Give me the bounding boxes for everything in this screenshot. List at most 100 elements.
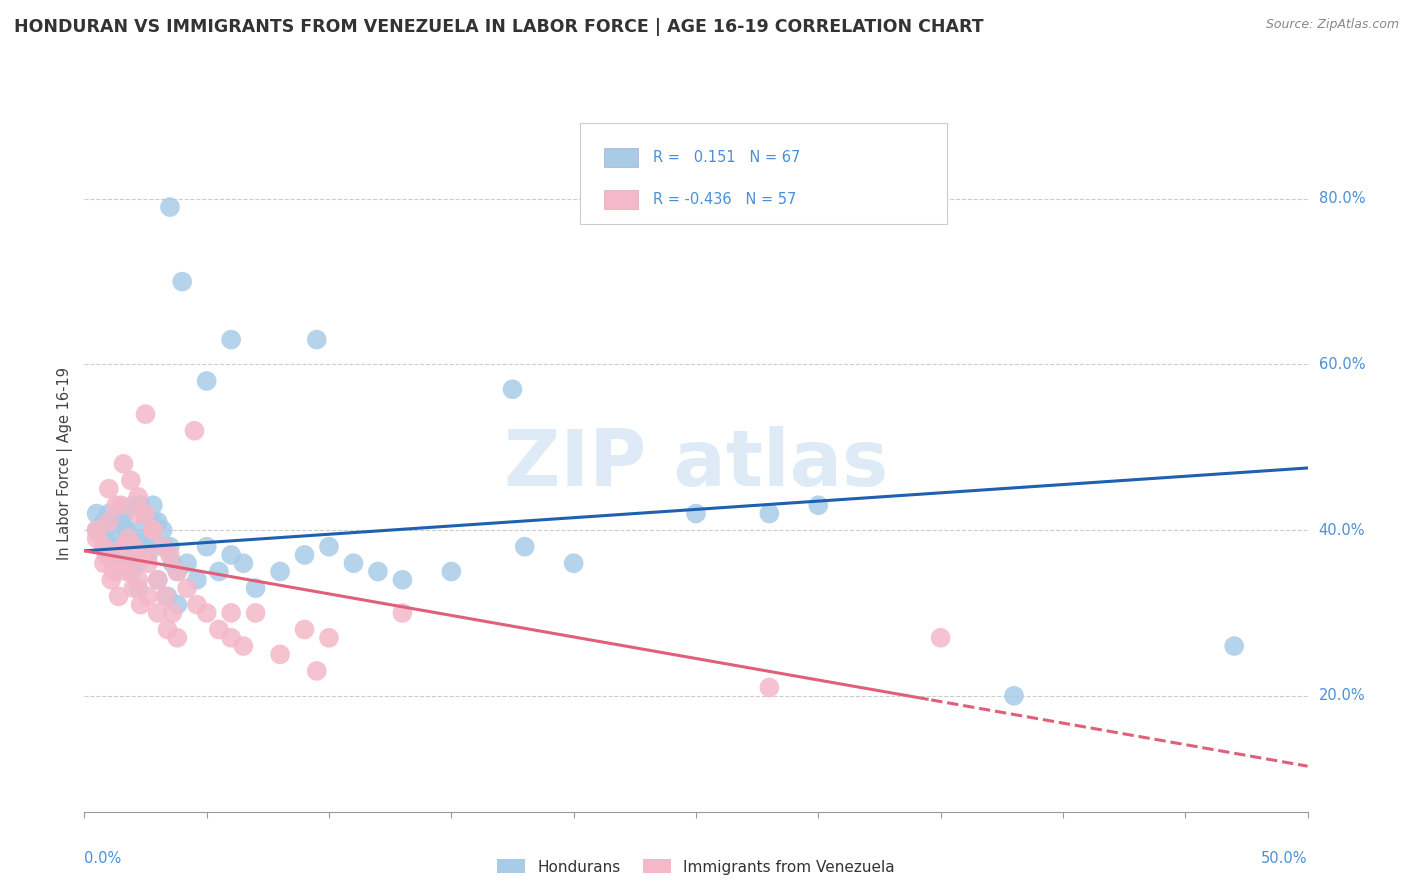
Point (135, 507, 157, 521)
Point (103, 540, 125, 554)
Point (97, 507, 120, 521)
Text: 20.0%: 20.0% (1319, 689, 1365, 703)
Point (195, 606, 218, 620)
Point (219, 333, 242, 347)
Point (195, 540, 218, 554)
Point (135, 548, 157, 562)
Point (142, 515, 165, 529)
Point (294, 623, 316, 637)
Point (120, 565, 142, 579)
Point (501, 382, 523, 396)
Point (142, 523, 165, 537)
Point (183, 424, 205, 438)
Point (294, 548, 316, 562)
Point (120, 532, 142, 546)
Point (97, 482, 120, 496)
Point (152, 540, 174, 554)
Bar (605, 148, 638, 168)
Point (129, 598, 152, 612)
Point (166, 565, 188, 579)
Point (758, 681, 780, 695)
Point (86, 523, 108, 537)
Point (195, 374, 218, 388)
Point (513, 540, 536, 554)
Point (120, 556, 142, 570)
Point (156, 590, 179, 604)
Point (758, 507, 780, 521)
Point (127, 490, 149, 504)
Point (136, 590, 159, 604)
Point (135, 515, 157, 529)
Point (115, 565, 138, 579)
Point (122, 581, 145, 595)
FancyBboxPatch shape (579, 123, 946, 224)
Point (96, 548, 118, 562)
Point (685, 507, 707, 521)
Y-axis label: In Labor Force | Age 16-19: In Labor Force | Age 16-19 (58, 368, 73, 560)
Point (146, 515, 169, 529)
Point (146, 573, 169, 587)
Point (86, 523, 108, 537)
Point (391, 606, 413, 620)
Text: ZIP atlas: ZIP atlas (503, 425, 889, 502)
Text: R =   0.151   N = 67: R = 0.151 N = 67 (654, 150, 800, 165)
Point (1002, 689, 1025, 703)
Text: 50.0%: 50.0% (1261, 851, 1308, 865)
Point (97, 548, 120, 562)
Point (110, 498, 132, 512)
Point (107, 556, 129, 570)
Point (142, 498, 165, 512)
Point (135, 407, 157, 421)
Point (127, 532, 149, 546)
Point (86, 507, 108, 521)
Point (110, 515, 132, 529)
Text: 60.0%: 60.0% (1319, 357, 1365, 372)
Point (208, 565, 231, 579)
Point (127, 556, 149, 570)
Text: 80.0%: 80.0% (1319, 191, 1365, 206)
Point (342, 556, 364, 570)
Text: 0.0%: 0.0% (84, 851, 121, 865)
Point (162, 606, 184, 620)
Point (367, 565, 389, 579)
Point (159, 548, 181, 562)
Text: R = -0.436   N = 57: R = -0.436 N = 57 (654, 192, 797, 207)
Point (318, 631, 340, 645)
Point (186, 573, 208, 587)
Point (166, 598, 188, 612)
Point (100, 573, 122, 587)
Point (146, 606, 169, 620)
Point (153, 540, 176, 554)
Point (159, 540, 181, 554)
Point (153, 590, 176, 604)
Point (929, 631, 952, 645)
Point (232, 556, 254, 570)
Point (127, 573, 149, 587)
Point (245, 606, 267, 620)
Point (269, 648, 291, 662)
Point (562, 556, 585, 570)
Point (117, 523, 139, 537)
Point (112, 540, 135, 554)
Text: Source: ZipAtlas.com: Source: ZipAtlas.com (1265, 18, 1399, 31)
Point (186, 598, 208, 612)
Point (96, 523, 118, 537)
Point (305, 333, 328, 347)
Point (135, 540, 157, 554)
Point (152, 523, 174, 537)
Point (103, 540, 125, 554)
Point (136, 556, 159, 570)
Point (93, 556, 115, 570)
Point (127, 581, 149, 595)
Point (120, 474, 142, 488)
Text: 40.0%: 40.0% (1319, 523, 1365, 538)
Point (105, 498, 128, 512)
Point (112, 457, 135, 471)
Point (245, 581, 267, 595)
Bar (605, 190, 638, 210)
Point (105, 523, 128, 537)
Point (440, 565, 463, 579)
Point (176, 581, 198, 595)
Point (166, 631, 188, 645)
Point (146, 573, 169, 587)
